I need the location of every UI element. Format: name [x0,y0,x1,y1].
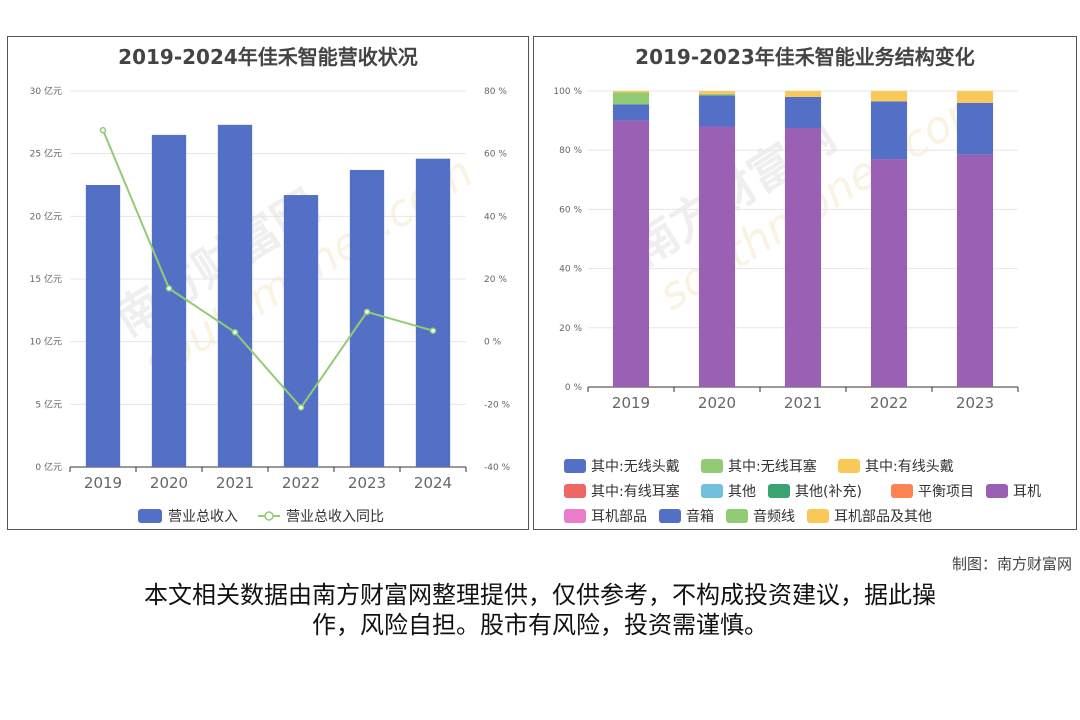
line-point [297,404,305,411]
y-left-tick-label: 10 亿元 [30,336,62,348]
legend-label: 其中:无线耳塞 [728,458,817,475]
stacked-bar-segment [612,120,650,387]
line-point [99,126,107,134]
bar [217,124,253,467]
revenue-chart-panel: 2019-2024年佳禾智能营收状况 南方财富网southmoney.com0 … [7,36,529,530]
y-tick-label: 20 % [559,324,582,334]
legend-label: 耳机部品 [591,509,647,525]
legend-label: 营业总收入同比 [286,509,384,525]
stacked-bar-segment [956,91,994,103]
chart-title: 2019-2023年佳禾智能业务结构变化 [635,45,975,69]
legend-swatch [701,484,723,498]
chart-credit: 制图：南方财富网 [951,555,1072,573]
y-right-tick-label: -40 % [484,463,511,473]
y-right-tick-label: 60 % [484,150,507,160]
y-right-tick-label: 0 % [484,338,502,348]
y-tick-label: 40 % [559,265,582,275]
line-series [102,129,434,410]
y-left-tick-label: 25 亿元 [30,148,62,160]
legend-swatch [138,509,162,523]
chart-title: 2019-2024年佳禾智能营收状况 [118,45,418,69]
x-tick-label: 2020 [698,394,736,412]
legend-swatch [768,484,790,498]
legend-swatch [564,484,586,498]
x-tick-label: 2024 [414,474,452,492]
stacked-bar-segment [612,92,650,105]
legend-label: 音箱 [686,508,714,525]
legend-label: 音频线 [753,508,795,525]
stacked-bar-segment [956,102,994,155]
stacked-bar-segment [698,95,736,127]
legend-label: 其中:无线头戴 [591,459,680,475]
y-tick-label: 80 % [559,146,582,156]
y-right-tick-label: 20 % [484,275,507,285]
legend-swatch [564,509,586,523]
disclaimer-line: 本文相关数据由南方财富网整理提供，仅供参考，不构成投资建议，据此操 [144,581,936,609]
line-point [363,308,371,316]
legend-swatch-marker [264,511,274,521]
bar [349,169,385,467]
bar [151,134,187,467]
line-point [429,327,437,334]
legend-label: 其中:有线耳塞 [591,483,680,500]
x-tick-label: 2023 [956,394,994,412]
business-structure-chart-panel: 2019-2023年佳禾智能业务结构变化 南方财富网southmoney.com… [533,36,1077,530]
stacked-bar-segment [870,91,908,102]
legend-label: 耳机部品及其他 [834,509,932,525]
x-tick-label: 2022 [870,394,908,412]
y-left-tick-label: 5 亿元 [35,398,62,410]
y-left-tick-label: 30 亿元 [30,85,62,97]
x-tick-label: 2022 [282,474,320,492]
y-left-tick-label: 15 亿元 [30,273,62,285]
legend-swatch [986,484,1008,498]
legend-swatch [891,484,913,498]
legend-label: 平衡项目 [918,484,974,500]
bar [85,185,121,467]
legend-label: 其他(补充) [795,484,862,500]
y-left-tick-label: 0 亿元 [35,461,62,473]
stacked-bar-segment [612,104,650,121]
line-point [231,329,239,336]
y-right-tick-label: -20 % [484,400,511,410]
bar [283,195,319,467]
x-tick-label: 2019 [612,394,650,412]
stacked-bar-segment [698,93,736,96]
legend-swatch [659,509,681,523]
stacked-bar-segment [784,128,822,387]
bar [415,158,451,467]
stacked-bar-segment [612,91,650,93]
x-tick-label: 2019 [84,474,122,492]
x-tick-label: 2021 [216,474,254,492]
stacked-bar-segment [784,91,822,97]
y-tick-label: 0 % [565,383,583,393]
legend-swatch [701,459,723,473]
stacked-bar-segment [784,96,822,128]
legend-swatch [838,459,860,473]
legend-label: 营业总收入 [168,509,238,525]
stacked-bar-segment [956,154,994,387]
legend-swatch [726,509,748,523]
legend-label: 其中:有线头戴 [865,459,954,475]
y-right-tick-label: 80 % [484,87,507,97]
stacked-bar-segment [698,126,736,388]
disclaimer-line: 作，风险自担。股市有风险，投资需谨慎。 [312,611,768,639]
x-tick-label: 2021 [784,394,822,412]
stacked-bar-segment [698,91,736,94]
disclaimer: 本文相关数据由南方财富网整理提供，仅供参考，不构成投资建议，据此操 作，风险自担… [0,580,1080,640]
x-tick-label: 2020 [150,474,188,492]
legend-swatch [564,459,586,473]
legend-label: 其他 [728,484,756,500]
y-right-tick-label: 40 % [484,212,507,222]
line-point [165,285,173,292]
stacked-bar-segment [870,159,908,387]
legend-label: 耳机 [1013,484,1041,500]
y-tick-label: 100 % [553,87,582,97]
x-tick-label: 2023 [348,474,386,492]
stacked-bar-segment [870,101,908,160]
y-left-tick-label: 20 亿元 [30,210,62,222]
y-tick-label: 60 % [559,205,582,215]
legend-swatch [807,509,829,523]
